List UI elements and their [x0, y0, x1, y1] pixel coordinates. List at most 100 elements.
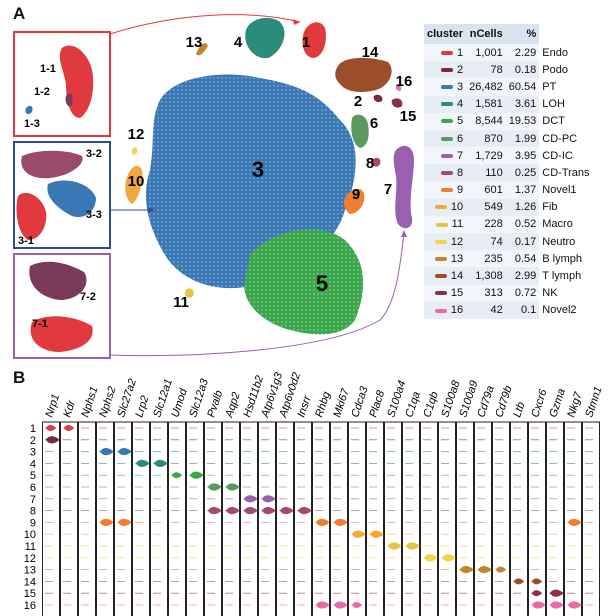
cluster-14-blob: [335, 57, 392, 92]
cluster-color-swatch: [434, 308, 447, 313]
gene-column: [456, 421, 474, 616]
cluster-13-blob: [196, 43, 208, 56]
violin-shape: [45, 436, 60, 444]
gene-column: [150, 421, 168, 616]
table-row: 11 228 0.52 Macro: [424, 215, 593, 234]
table-row: 8 110 0.25 CD-Trans: [424, 164, 593, 182]
cell-cluster: 13: [424, 250, 467, 268]
violin-shape: [387, 542, 402, 550]
cell-ncells: 26,482: [466, 78, 506, 96]
gene-column: [492, 421, 510, 616]
inset-1-cloud-tiny: [25, 105, 33, 115]
cluster-row-label: 15: [24, 588, 36, 600]
gene-column: [168, 421, 186, 616]
arrow-inset-1: [109, 14, 301, 35]
cluster-row-label: 4: [30, 458, 36, 470]
gene-column: [204, 421, 222, 616]
table-row: 15 313 0.72 NK: [424, 284, 593, 302]
cell-type-name: Neutro: [539, 233, 593, 251]
gene-column: [222, 421, 240, 616]
violin-shape: [189, 471, 204, 479]
tsne-label-4: 4: [234, 34, 243, 51]
cluster-row-label: 8: [30, 506, 36, 518]
arrow-inset-3-head: [148, 207, 155, 213]
cell-ncells: 1,729: [466, 147, 506, 165]
violin-shape: [351, 602, 363, 608]
tsne-plot: 3 5 1 4 13 14 16 2 15 6 8 7 9 12 10 11 1…: [13, 14, 416, 359]
violin-shape: [315, 601, 330, 609]
tsne-label-8: 8: [366, 155, 374, 172]
violin-shape: [99, 448, 114, 456]
arrow-inset-7: [109, 231, 405, 357]
inset-3-cloud-low: [16, 192, 47, 240]
gene-label: Nrp1: [43, 393, 62, 419]
cluster-color-swatch: [440, 102, 453, 107]
gene-column: [60, 421, 78, 616]
inset-box-3: [13, 141, 111, 249]
cluster-row-label: 10: [24, 529, 36, 541]
gene-column: [420, 421, 438, 616]
violin-shape: [495, 566, 507, 573]
cell-cluster: 3: [424, 78, 467, 96]
gene-label: Nkg7: [565, 390, 585, 419]
table-row: 9 601 1.37 Novel1: [424, 181, 593, 199]
violin-shape: [117, 518, 132, 526]
cell-type-name: LOH: [539, 95, 593, 113]
cell-pct: 0.25: [505, 164, 540, 182]
cluster-row-label: 12: [24, 553, 36, 565]
gene-column: [258, 421, 276, 616]
gene-label: Aqp2: [223, 391, 243, 420]
gene-label: C1qb: [421, 390, 441, 419]
gene-label: Plac8: [367, 388, 387, 419]
gene-column: [312, 421, 330, 616]
table-row: 7 1,729 3.95 CD-IC: [424, 147, 593, 165]
inset-label-3-1: 3-1: [18, 235, 34, 247]
cluster-row-label: 7: [30, 494, 36, 506]
cluster-color-swatch: [434, 291, 447, 296]
gene-label: Rhbg: [313, 389, 333, 419]
inset-label-1-2: 1-2: [34, 86, 50, 98]
cell-pct: 1.26: [505, 198, 540, 216]
cell-ncells: 42: [466, 301, 506, 319]
tsne-label-2: 2: [354, 93, 362, 110]
cell-cluster: 2: [424, 61, 467, 79]
cluster-row-label: 11: [25, 541, 36, 553]
cell-ncells: 1,581: [466, 95, 506, 113]
cell-cluster: 11: [424, 215, 467, 234]
cell-ncells: 228: [466, 215, 506, 234]
cluster-table: cluster nCells % 1 1,001 2.29 Endo 2 78 0.18 Po…: [424, 24, 593, 319]
tsne-label-13: 13: [186, 34, 203, 51]
violin-shape: [477, 566, 492, 574]
cell-pct: 0.54: [505, 250, 540, 268]
gene-label: Insrr: [295, 393, 314, 419]
col-header-pct: %: [505, 24, 540, 44]
violin-shape: [261, 495, 276, 503]
cell-cluster: 4: [424, 95, 467, 113]
gene-column: [366, 421, 384, 616]
cell-cluster: 14: [424, 267, 467, 285]
inset-labels: 1-1 1-2 1-3 3-2 3-3 3-1 7-2 7-1: [18, 63, 102, 330]
cell-pct: 19.53: [505, 112, 540, 130]
cell-type-name: Endo: [539, 44, 593, 62]
gene-label: Kdr: [61, 398, 78, 419]
cell-ncells: 1,001: [466, 44, 506, 62]
cell-ncells: 1,308: [466, 267, 506, 285]
gene-label: Ltb: [511, 401, 527, 419]
panel-a-label: A: [13, 4, 26, 23]
cell-pct: 0.1: [505, 301, 540, 319]
violin-shape: [243, 495, 258, 503]
cluster-row-label: 2: [30, 435, 36, 447]
cluster-15-blob: [391, 98, 403, 108]
violin-shape: [567, 601, 582, 609]
cluster-color-swatch: [440, 67, 453, 72]
gene-column: [528, 421, 546, 616]
cluster-6-blob: [351, 114, 369, 148]
gene-column: [78, 421, 96, 616]
table-row: 13 235 0.54 B lymph: [424, 250, 593, 268]
violin-shape: [333, 601, 348, 609]
violin-shape: [207, 507, 222, 515]
inset-7-cloud-bottom: [30, 316, 93, 352]
cluster-9-blob: [343, 188, 365, 214]
cell-type-name: Novel1: [539, 181, 593, 199]
